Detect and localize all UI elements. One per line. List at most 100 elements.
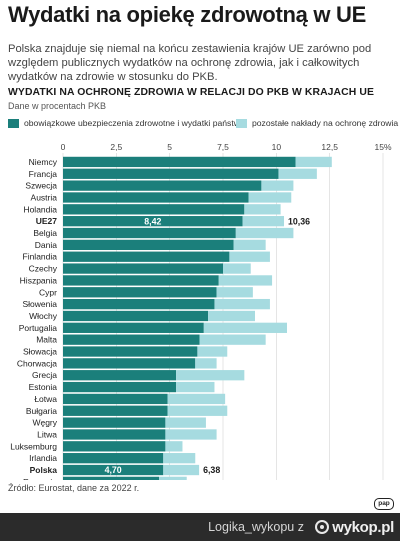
bar-public [63,204,245,215]
bar-other [261,180,294,191]
bar-public [63,251,230,262]
bar-other [295,156,332,168]
bar-public [63,275,219,286]
category-label: Bułgaria [26,406,57,416]
bar-public [63,334,200,345]
x-tick-label: 5 [167,142,172,152]
bar-other [159,476,187,480]
category-label: Austria [31,192,58,202]
x-tick-label: 0 [61,142,66,152]
chart-legend: obowiązkowe ubezpieczenia zdrowotne i wy… [8,118,399,134]
page-title: Wydatki na opiekę zdrowotną w UE [8,2,366,27]
bar-public [63,476,159,480]
bar-other [216,287,253,298]
bar-chart: 0 2,5 5 7,5 10 12,5 15% Niemcy Francja SzwecjaAus… [10,142,392,480]
footer-user-text: Logika_wykopu z [208,520,304,534]
bar-other [163,453,196,464]
wykop-brand: wykop.pl [332,518,394,536]
bar-public [63,405,168,416]
x-tick-label: 7,5 [217,142,229,152]
bar-public [63,310,209,322]
legend-swatch-public [8,118,19,128]
unit-label: Dane w procentach PKB [8,101,107,111]
category-label: Niemcy [29,157,58,167]
bar-other [176,370,245,381]
bar-other [214,298,270,310]
x-tick-label: 2,5 [110,142,122,152]
page-subtitle: Polska znajduje się niemal na końcu zest… [8,43,372,83]
bar-other [218,275,273,286]
category-label: Holandia [23,204,57,214]
bar-public [63,429,166,440]
bar-public [63,192,249,203]
data-label-total: 10,36 [288,216,310,226]
bar-other [167,393,226,405]
x-tick-label: 12,5 [321,142,338,152]
category-label: Słowacja [23,347,57,357]
category-label: Hiszpania [20,275,58,285]
legend-swatch-other [236,118,247,128]
bar-other [233,239,266,251]
category-label: Cypr [39,287,57,297]
bar-public [63,370,177,381]
x-tick-label: 10 [272,142,282,152]
bar-public [63,287,217,298]
bar-public [63,216,243,227]
x-tick-label: 15% [374,142,391,152]
bar-other [165,417,206,428]
bar-public [63,417,166,428]
footer-bar: Logika_wykopu z wykop.pl [0,513,400,541]
bar-public [63,239,234,251]
category-label: Irlandia [29,453,57,463]
category-label: Litwa [37,429,57,439]
bar-other [197,346,228,357]
bar-other [199,334,266,345]
bar-public [63,322,204,333]
bar-other [167,405,228,416]
wykop-logo[interactable]: wykop.pl [315,518,394,536]
legend-label-other: pozostałe nakłady na ochronę zdrowia [252,118,399,128]
bar-other [242,216,285,227]
bar-public [63,464,164,476]
data-label-total: 6,38 [203,465,220,475]
category-label: Włochy [29,311,58,321]
category-label: Szwecja [25,181,57,191]
bar-public [63,263,223,274]
category-label: UE27 [36,216,58,226]
bar-other [229,251,270,262]
source-note: Źródło: Eurostat, dane za 2022 r. [8,483,140,493]
bar-public [63,358,196,369]
bar-other [235,227,294,239]
category-label: Finlandia [23,252,58,262]
category-label: Portugalia [19,323,58,333]
category-label: Francja [29,169,58,179]
bar-public [63,227,236,239]
bar-other [176,381,215,393]
category-label: Luksemburg [10,441,57,451]
bar-public [63,441,166,452]
wykop-icon [315,520,330,534]
legend-item-public: obowiązkowe ubezpieczenia zdrowotne i wy… [8,118,245,128]
data-label-public: 4,70 [105,465,122,475]
category-label: Rumunia [23,477,57,480]
bar-other [165,441,183,452]
bar-other [208,310,255,322]
data-label-public: 8,42 [144,216,161,226]
category-label: Malta [36,335,57,345]
chart-title: WYDATKI NA OCHRONĘ ZDROWIA W RELACJI DO … [8,87,374,98]
category-label: Grecja [32,370,57,380]
legend-label-public: obowiązkowe ubezpieczenia zdrowotne i wy… [24,118,245,128]
category-label: Belgia [33,228,57,238]
bar-other [223,263,251,274]
bar-public [63,168,279,179]
category-label: Węgry [32,418,57,428]
bar-other [163,464,200,476]
bar-public [63,180,262,191]
pap-logo: pap [374,498,394,510]
bar-public [63,346,198,357]
bar-public [63,453,164,464]
bar-other [195,358,217,369]
category-label: Chorwacja [17,358,57,368]
bar-other [244,204,281,215]
category-label: Czechy [29,264,58,274]
